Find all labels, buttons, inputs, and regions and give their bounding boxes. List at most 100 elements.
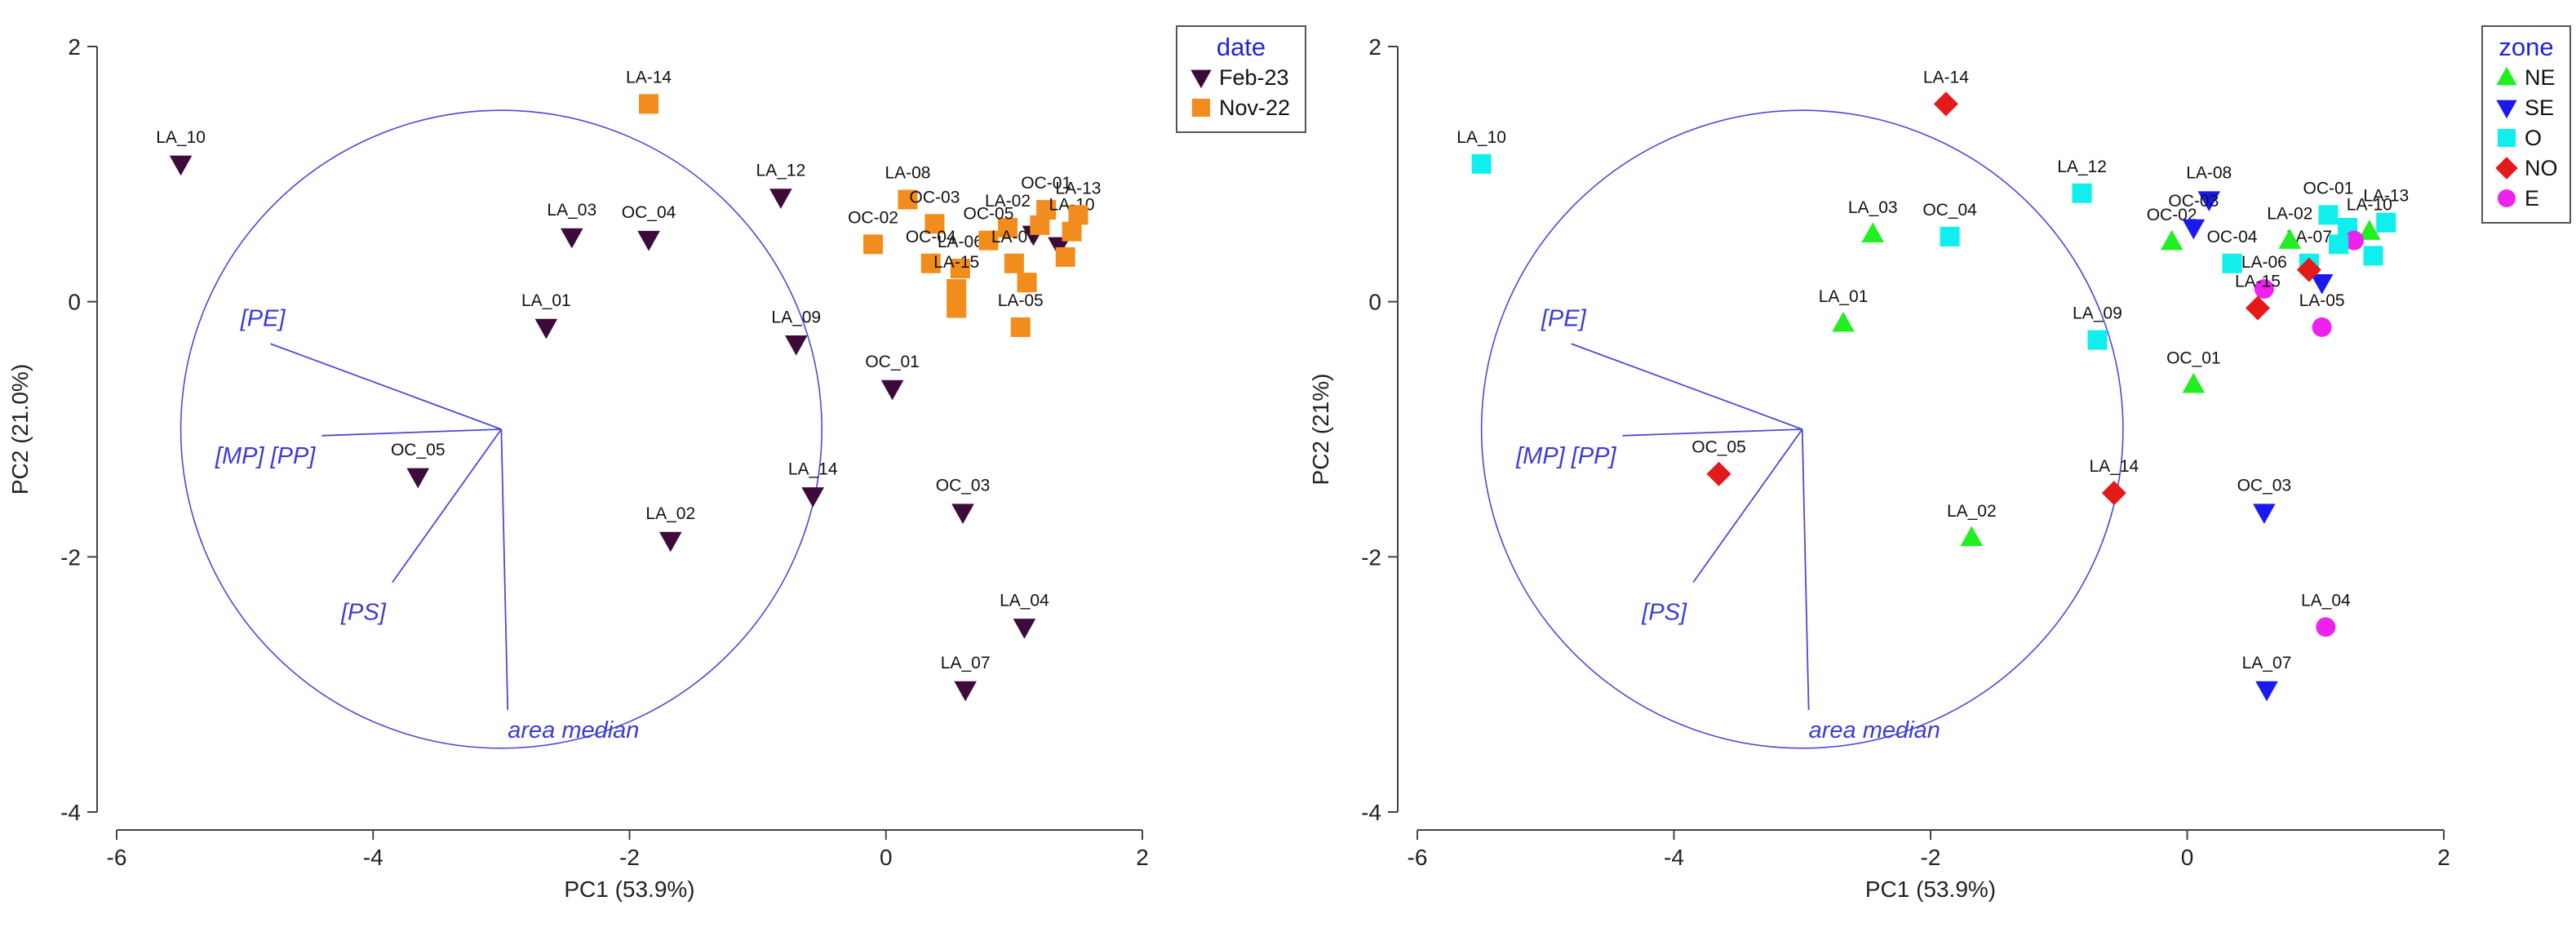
y-tick-label: 0 <box>68 290 81 315</box>
loading-vector <box>1692 428 1803 584</box>
point-label: LA-15 <box>933 253 979 272</box>
point-label: LA_01 <box>521 291 571 310</box>
correlation-circle <box>180 109 822 749</box>
x-tick-label: -4 <box>1664 845 1684 870</box>
data-point <box>784 335 808 356</box>
data-point <box>951 504 974 525</box>
data-point <box>2255 681 2278 702</box>
x-tick-label: -4 <box>363 845 384 870</box>
point-label: OC_03 <box>936 477 991 495</box>
point-label: LA_09 <box>2073 304 2122 323</box>
point-label: OC_01 <box>865 353 920 371</box>
point-label: OC_01 <box>2166 348 2221 367</box>
data-point <box>1068 205 1088 225</box>
variable-label: [PE] <box>1541 305 1587 331</box>
legend-entry-label: E <box>2525 186 2539 211</box>
data-point <box>658 531 682 553</box>
data-point <box>2310 274 2334 295</box>
data-point <box>1030 215 1050 235</box>
data-point <box>2182 372 2206 393</box>
data-point <box>2329 234 2349 255</box>
point-label: LA_02 <box>645 504 695 523</box>
x-tick-label: -6 <box>1408 845 1428 870</box>
legend-entry-label: Feb-23 <box>1219 65 1289 90</box>
data-point <box>2072 183 2092 203</box>
loading-vector <box>270 343 502 430</box>
data-point <box>406 468 430 489</box>
legend-entry-label: NE <box>2525 65 2556 90</box>
point-label: LA_14 <box>2090 457 2139 476</box>
point-label: OC-03 <box>910 188 960 206</box>
x-tick-label: 0 <box>2181 845 2194 870</box>
legend-entry-label: SE <box>2525 95 2554 120</box>
data-point <box>2278 229 2302 249</box>
x-axis-title: PC1 (53.9%) <box>564 877 694 902</box>
data-point <box>2087 330 2108 350</box>
legend-entry-label: O <box>2525 126 2542 150</box>
y-tick-label: 0 <box>1368 290 1381 315</box>
point-label: LA-07 <box>2286 228 2332 246</box>
y-tick-label: -2 <box>60 544 81 570</box>
data-point <box>1013 619 1036 639</box>
data-point <box>2245 295 2270 321</box>
y-tick-label: 2 <box>68 34 81 60</box>
x-tick-label: 2 <box>2437 845 2450 870</box>
data-point <box>1832 311 1855 332</box>
legend-marker <box>1190 69 1212 89</box>
point-label: LA-13 <box>1055 179 1101 197</box>
point-label: OC_05 <box>391 441 446 459</box>
data-point <box>898 189 918 210</box>
data-point <box>2376 212 2396 233</box>
data-point <box>801 487 824 508</box>
variable-label: [MP] [PP] <box>215 443 316 469</box>
point-label: LA_01 <box>1819 287 1869 306</box>
data-point <box>2296 257 2321 282</box>
point-label: OC_03 <box>2237 477 2292 495</box>
x-tick-label: 0 <box>880 845 893 870</box>
data-point <box>1861 222 1885 243</box>
point-label: OC-04 <box>906 228 956 246</box>
loading-vector <box>500 428 509 710</box>
point-label: OC-04 <box>2207 228 2258 246</box>
loading-vector <box>1622 428 1802 437</box>
point-label: LA_02 <box>1947 502 1997 521</box>
point-label: LA_12 <box>756 161 806 180</box>
data-point <box>2253 504 2276 525</box>
legend-marker <box>2498 129 2516 147</box>
point-label: LA-05 <box>998 291 1044 310</box>
point-label: LA_04 <box>2301 591 2351 610</box>
point-label: LA-07 <box>991 228 1037 246</box>
data-point <box>1471 153 1492 174</box>
point-label: LA-02 <box>2267 205 2312 224</box>
point-label: LA-14 <box>1923 68 1969 87</box>
legend-title: zone <box>2498 33 2553 61</box>
chart-panel-2: -6 -4 -2 0 2 2 0 -2 -4 PC1 (53.9%) PC2 (21%) [PE] [M… <box>1308 25 2571 902</box>
x-tick-label: -2 <box>1921 845 1941 870</box>
data-point <box>769 189 792 209</box>
point-label: LA-05 <box>2299 291 2345 310</box>
data-point <box>950 259 970 279</box>
variable-label: [PS] <box>340 600 387 626</box>
data-point <box>1706 461 1731 486</box>
data-point <box>2197 191 2221 211</box>
point-label: LA-08 <box>2186 164 2232 183</box>
data-point <box>2363 246 2383 266</box>
point-label: LA-02 <box>985 192 1031 211</box>
point-label: OC-01 <box>2303 179 2354 197</box>
data-point <box>1004 253 1024 273</box>
data-point <box>998 217 1018 237</box>
x-tick-label: -6 <box>107 845 127 870</box>
loading-vector <box>1801 428 1810 710</box>
y-axis-title: PC2 (21%) <box>1308 374 1333 486</box>
data-point <box>2312 317 2332 337</box>
data-point <box>947 298 967 318</box>
data-point <box>2222 253 2242 273</box>
point-label: LA_04 <box>1000 591 1049 610</box>
legend-box <box>2481 25 2571 224</box>
point-label: OC-05 <box>964 205 1014 224</box>
y-axis-title: PC2 (21.0%) <box>7 364 33 495</box>
point-label: LA-08 <box>885 164 930 183</box>
point-label: LA-14 <box>626 68 672 87</box>
point-label: LA-13 <box>2363 187 2409 206</box>
